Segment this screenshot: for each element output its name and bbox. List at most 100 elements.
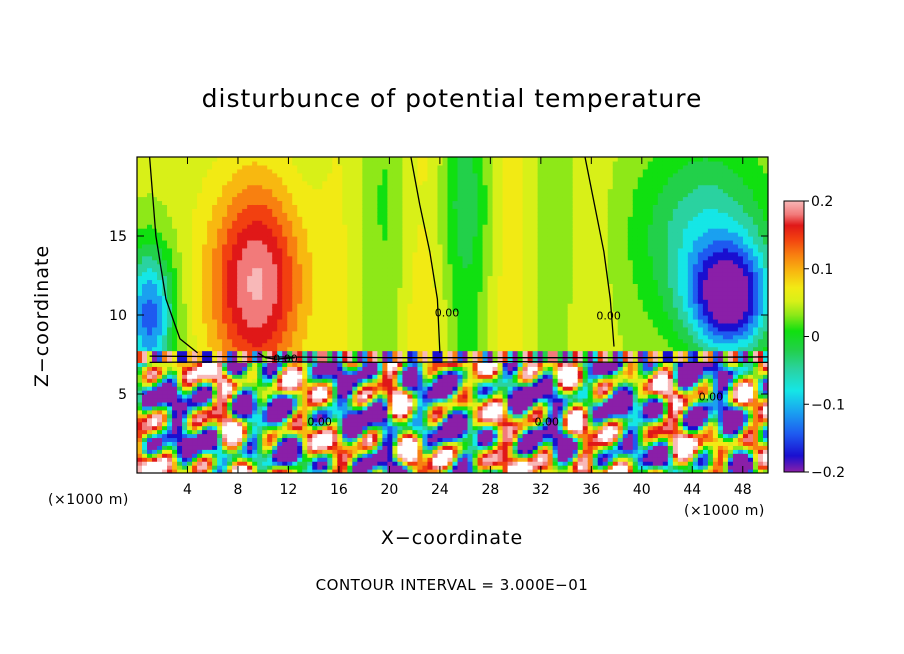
field-cell <box>427 401 434 407</box>
field-cell <box>287 243 293 249</box>
field-cell <box>242 326 248 332</box>
field-cell <box>162 437 168 442</box>
field-cell <box>227 303 233 308</box>
field-cell <box>267 228 273 233</box>
field-cell <box>287 350 293 356</box>
field-cell <box>307 255 313 261</box>
field-cell <box>412 239 419 245</box>
field-cell <box>427 358 434 363</box>
field-cell <box>157 283 163 288</box>
field-cell <box>332 374 338 379</box>
field-cell <box>412 346 419 352</box>
field-cell <box>387 216 394 221</box>
field-cell <box>247 212 253 217</box>
field-cell <box>267 342 273 348</box>
field-cell <box>147 196 153 202</box>
field-cell <box>372 433 378 439</box>
field-cell <box>152 374 158 379</box>
field-cell <box>162 401 168 407</box>
field-cell <box>167 212 173 217</box>
field-cell <box>147 330 153 336</box>
field-cell <box>247 433 253 439</box>
field-cell <box>212 449 218 454</box>
field-cell <box>202 299 208 304</box>
field-cell <box>387 164 394 170</box>
field-cell <box>437 263 444 269</box>
field-cell <box>317 346 323 352</box>
field-cell <box>177 338 183 344</box>
field-cell <box>247 370 253 375</box>
field-cell <box>267 401 273 407</box>
field-cell <box>372 437 378 442</box>
field-cell <box>427 295 434 300</box>
field-cell <box>282 397 288 403</box>
field-cell <box>352 255 358 261</box>
field-cell <box>202 204 208 209</box>
field-cell <box>252 220 258 225</box>
field-cell <box>297 390 303 395</box>
field-cell <box>162 417 168 423</box>
field-cell <box>217 200 223 205</box>
field-cell <box>282 413 288 419</box>
field-cell <box>217 429 223 435</box>
field-cell <box>407 437 414 442</box>
field-cell <box>362 421 368 427</box>
field-cell <box>297 299 303 304</box>
field-cell <box>262 259 268 265</box>
field-cell <box>402 417 409 423</box>
field-cell <box>217 386 223 391</box>
field-cell <box>217 425 223 431</box>
field-cell <box>217 251 223 257</box>
field-cell <box>272 188 278 194</box>
field-cell <box>327 259 333 265</box>
field-cell <box>307 409 313 415</box>
field-cell <box>397 275 404 281</box>
field-cell <box>267 366 273 371</box>
field-cell <box>157 457 163 462</box>
field-cell <box>242 429 248 435</box>
field-cell <box>277 239 283 245</box>
field-cell <box>182 378 188 383</box>
field-cell <box>437 192 444 198</box>
field-cell <box>367 176 373 182</box>
field-cell <box>367 251 373 257</box>
field-cell <box>227 449 233 454</box>
field-cell <box>287 172 293 178</box>
field-cell <box>197 469 203 473</box>
field-cell <box>357 469 363 473</box>
field-cell <box>427 247 434 253</box>
field-cell <box>242 307 248 312</box>
field-cell <box>282 247 288 253</box>
field-cell <box>147 204 153 209</box>
field-cell <box>167 279 173 284</box>
field-cell <box>327 303 333 308</box>
field-cell <box>427 437 434 442</box>
field-cell <box>157 157 163 162</box>
field-cell <box>317 180 323 186</box>
field-cell <box>147 394 153 399</box>
field-cell <box>417 216 424 221</box>
field-cell <box>342 247 348 253</box>
field-cell <box>222 224 228 229</box>
field-cell <box>232 311 238 316</box>
field-cell <box>322 322 328 328</box>
field-cell <box>232 180 238 186</box>
field-cell <box>317 224 323 229</box>
field-cell <box>242 425 248 431</box>
field-cell <box>352 358 358 363</box>
field-cell <box>197 350 203 356</box>
field-cell <box>437 307 444 312</box>
field-cell <box>352 326 358 332</box>
field-cell <box>437 251 444 257</box>
field-cell <box>252 160 258 166</box>
field-cell <box>367 390 373 395</box>
field-cell <box>272 429 278 435</box>
field-cell <box>327 267 333 273</box>
field-cell <box>307 247 313 253</box>
field-cell <box>192 350 198 356</box>
field-cell <box>307 239 313 245</box>
field-cell <box>357 346 363 352</box>
field-cell <box>392 204 399 209</box>
field-cell <box>437 291 444 296</box>
field-cell <box>227 267 233 273</box>
